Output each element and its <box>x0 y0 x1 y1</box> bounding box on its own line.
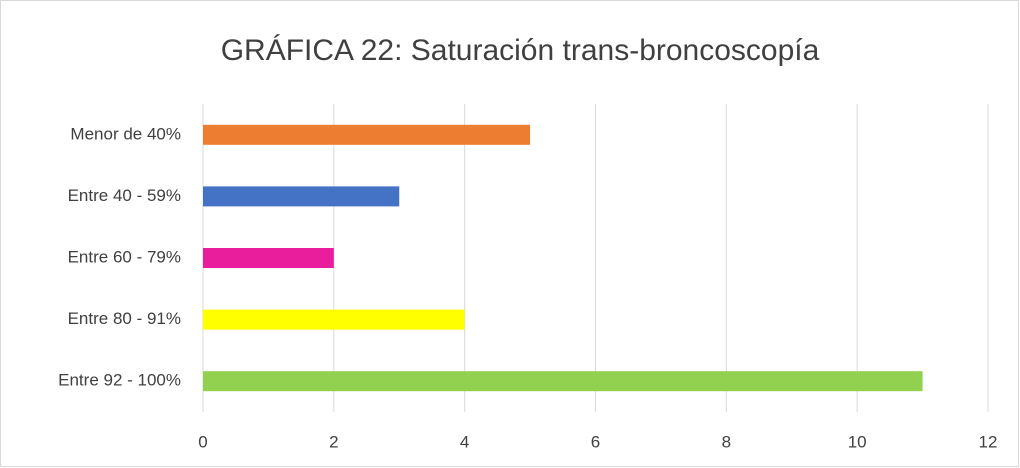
bar <box>203 186 400 207</box>
x-tick-label: 10 <box>848 432 867 451</box>
chart-title: GRÁFICA 22: Saturación trans-broncoscopí… <box>221 34 820 67</box>
x-tick-label: 4 <box>460 432 469 451</box>
y-tick-label: Entre 80 - 91% <box>68 309 181 328</box>
y-tick-label: Entre 92 - 100% <box>58 371 181 390</box>
bar <box>203 248 334 268</box>
bar <box>203 371 923 392</box>
bar <box>203 309 465 330</box>
x-tick-label: 12 <box>979 432 998 451</box>
y-tick-label: Entre 60 - 79% <box>68 247 181 266</box>
x-tick-label: 8 <box>722 432 731 451</box>
y-tick-label: Entre 40 - 59% <box>68 186 181 205</box>
x-tick-label: 6 <box>591 432 600 451</box>
bar <box>203 124 531 145</box>
x-tick-label: 2 <box>329 432 338 451</box>
x-tick-label: 0 <box>198 432 207 451</box>
y-tick-label: Menor de 40% <box>70 124 181 143</box>
